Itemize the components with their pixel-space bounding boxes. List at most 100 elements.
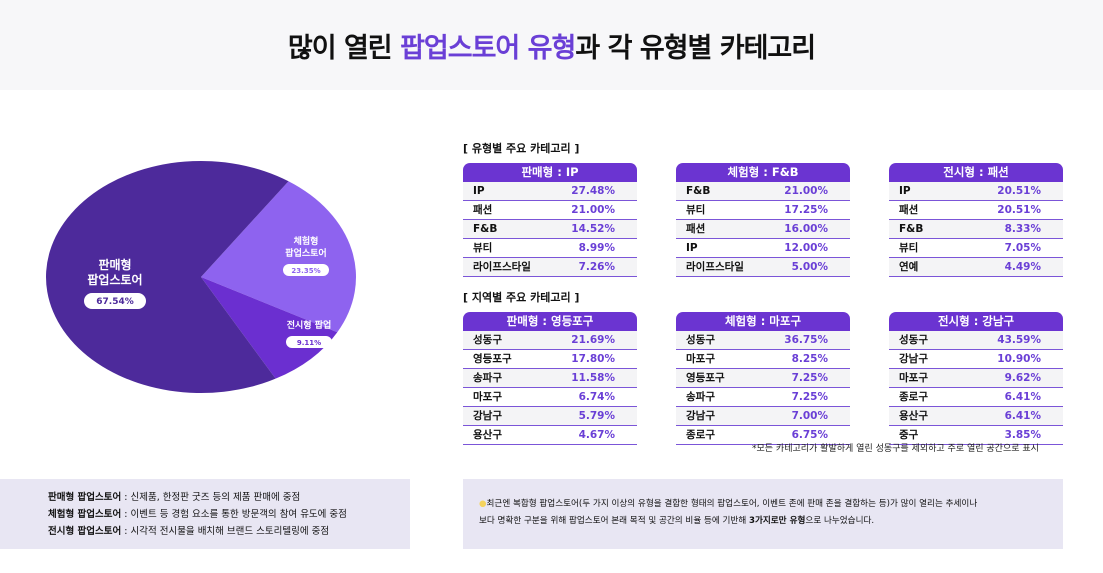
info-line-2: 보다 명확한 구분을 위해 팝업스토어 본래 목적 및 공간의 비율 등에 기반… <box>479 513 1063 530</box>
row-label: 용산구 <box>899 410 928 422</box>
slice-label: 팝업스토어 <box>87 272 142 287</box>
title-pre: 많이 열린 <box>287 33 401 64</box>
table-row: IP 20.51% <box>889 182 1063 201</box>
footnote: *모든 카테고리가 활발하게 열린 성동구를 제외하고 주로 열린 공간으로 표… <box>752 444 1039 454</box>
table-row: 종로구 6.41% <box>889 388 1063 407</box>
row-label: 용산구 <box>473 429 502 441</box>
row-label: 성동구 <box>686 334 715 346</box>
category-table: 전시형 : 패션 IP 20.51% 패션 20.51% F&B 8.33% 뷰티 7.05% 연… <box>889 163 1063 277</box>
table-row: 성동구 21.69% <box>463 331 637 350</box>
table-row: 라이프스타일 5.00% <box>676 258 850 277</box>
info-text-3: 으로 나누었습니다. <box>805 516 875 526</box>
table-row: IP 27.48% <box>463 182 637 201</box>
row-value: 17.80% <box>571 353 615 365</box>
row-value: 5.00% <box>791 261 828 273</box>
row-label: 마포구 <box>686 353 715 365</box>
row-label: 송파구 <box>686 391 715 403</box>
table-row: F&B 21.00% <box>676 182 850 201</box>
table-header: 체험형 : 마포구 <box>676 312 850 331</box>
section-heading: [ 지역별 주요 카테고리 ] <box>463 291 580 304</box>
table-row: 강남구 7.00% <box>676 407 850 426</box>
category-table: 전시형 : 강남구 성동구 43.59% 강남구 10.90% 마포구 9.62% 종로구 6.… <box>889 312 1063 445</box>
table-row: 송파구 7.25% <box>676 388 850 407</box>
slice-label: 체험형 <box>294 235 319 247</box>
slice-value: 9.11% <box>297 339 321 347</box>
table-row: 강남구 5.79% <box>463 407 637 426</box>
legend-term: 판매형 팝업스토어 <box>48 492 122 503</box>
slice-label: 팝업스토어 <box>285 247 326 259</box>
table-row: 패션 21.00% <box>463 201 637 220</box>
row-value: 21.00% <box>571 204 615 216</box>
table-row: 뷰티 17.25% <box>676 201 850 220</box>
table-header: 전시형 : 패션 <box>889 163 1063 182</box>
table-row: 송파구 11.58% <box>463 369 637 388</box>
row-label: F&B <box>473 223 498 235</box>
row-label: F&B <box>686 185 711 197</box>
row-label: 송파구 <box>473 372 502 384</box>
row-label: 라이프스타일 <box>473 261 531 273</box>
row-value: 6.41% <box>1004 410 1041 422</box>
row-label: 뷰티 <box>686 204 706 216</box>
category-table: 판매형 : 영등포구 성동구 21.69% 영등포구 17.80% 송파구 11.58% 마포… <box>463 312 637 445</box>
row-label: 패션 <box>899 204 919 216</box>
lightbulb-icon: ● <box>479 499 487 509</box>
info-text-2: 보다 명확한 구분을 위해 팝업스토어 본래 목적 및 공간의 비율 등에 기반… <box>479 516 749 526</box>
row-value: 6.74% <box>578 391 615 403</box>
row-value: 7.00% <box>791 410 828 422</box>
table-row: 영등포구 7.25% <box>676 369 850 388</box>
row-label: IP <box>686 242 698 254</box>
row-value: 8.25% <box>791 353 828 365</box>
legend-desc: : 신제품, 한정판 굿즈 등의 제품 판매에 중점 <box>121 492 301 503</box>
row-label: 강남구 <box>899 353 928 365</box>
table-row: 마포구 6.74% <box>463 388 637 407</box>
info-text-1: 최근엔 복합형 팝업스토어(두 가지 이상의 유형을 결합한 형태의 팝업스토어… <box>486 499 978 509</box>
row-label: 뷰티 <box>473 242 493 254</box>
row-label: 중구 <box>899 429 919 441</box>
table-row: F&B 8.33% <box>889 220 1063 239</box>
category-table: 체험형 : 마포구 성동구 36.75% 마포구 8.25% 영등포구 7.25% 송파구 7.… <box>676 312 850 445</box>
title-highlight: 팝업스토어 유형 <box>400 33 576 64</box>
row-value: 20.51% <box>997 185 1041 197</box>
row-label: 강남구 <box>473 410 502 422</box>
legend-term: 전시형 팝업스토어 <box>48 526 122 537</box>
info-box: ●최근엔 복합형 팝업스토어(두 가지 이상의 유형을 결합한 형태의 팝업스토… <box>463 479 1063 549</box>
row-value: 10.90% <box>997 353 1041 365</box>
title-band <box>0 0 1103 90</box>
row-label: 라이프스타일 <box>686 261 744 273</box>
row-value: 11.58% <box>571 372 615 384</box>
table-row: 연예 4.49% <box>889 258 1063 277</box>
table-row: 패션 20.51% <box>889 201 1063 220</box>
table-row: 성동구 43.59% <box>889 331 1063 350</box>
legend-term: 체험형 팝업스토어 <box>48 509 122 520</box>
pie-slice <box>45 160 289 393</box>
table-row: 용산구 4.67% <box>463 426 637 445</box>
row-value: 7.26% <box>578 261 615 273</box>
legend-desc: : 시각적 전시물을 배치해 브랜드 스토리텔링에 중점 <box>121 526 330 537</box>
table-row: 마포구 9.62% <box>889 369 1063 388</box>
row-label: 성동구 <box>473 334 502 346</box>
value-pill <box>283 264 329 276</box>
row-value: 4.67% <box>578 429 615 441</box>
row-value: 4.49% <box>1004 261 1041 273</box>
row-value: 3.85% <box>1004 429 1041 441</box>
table-header: 판매형 : 영등포구 <box>463 312 637 331</box>
pie-slice <box>201 277 338 379</box>
row-label: IP <box>899 185 911 197</box>
table-row: IP 12.00% <box>676 239 850 258</box>
legend-line: 전시형 팝업스토어 : 시각적 전시물을 배치해 브랜드 스토리텔링에 중점 <box>48 523 410 540</box>
row-label: 뷰티 <box>899 242 919 254</box>
info-line-1: ●최근엔 복합형 팝업스토어(두 가지 이상의 유형을 결합한 형태의 팝업스토… <box>479 496 1063 513</box>
slice-label: 판매형 <box>98 257 131 272</box>
table-row: 종로구 6.75% <box>676 426 850 445</box>
row-value: 14.52% <box>571 223 615 235</box>
row-value: 21.00% <box>784 185 828 197</box>
category-table: 판매형 : IP IP 27.48% 패션 21.00% F&B 14.52% 뷰티 8.99%… <box>463 163 637 277</box>
row-label: 마포구 <box>473 391 502 403</box>
value-pill <box>286 336 332 348</box>
row-value: 17.25% <box>784 204 828 216</box>
row-value: 7.05% <box>1004 242 1041 254</box>
row-value: 5.79% <box>578 410 615 422</box>
row-value: 27.48% <box>571 185 615 197</box>
row-value: 21.69% <box>571 334 615 346</box>
